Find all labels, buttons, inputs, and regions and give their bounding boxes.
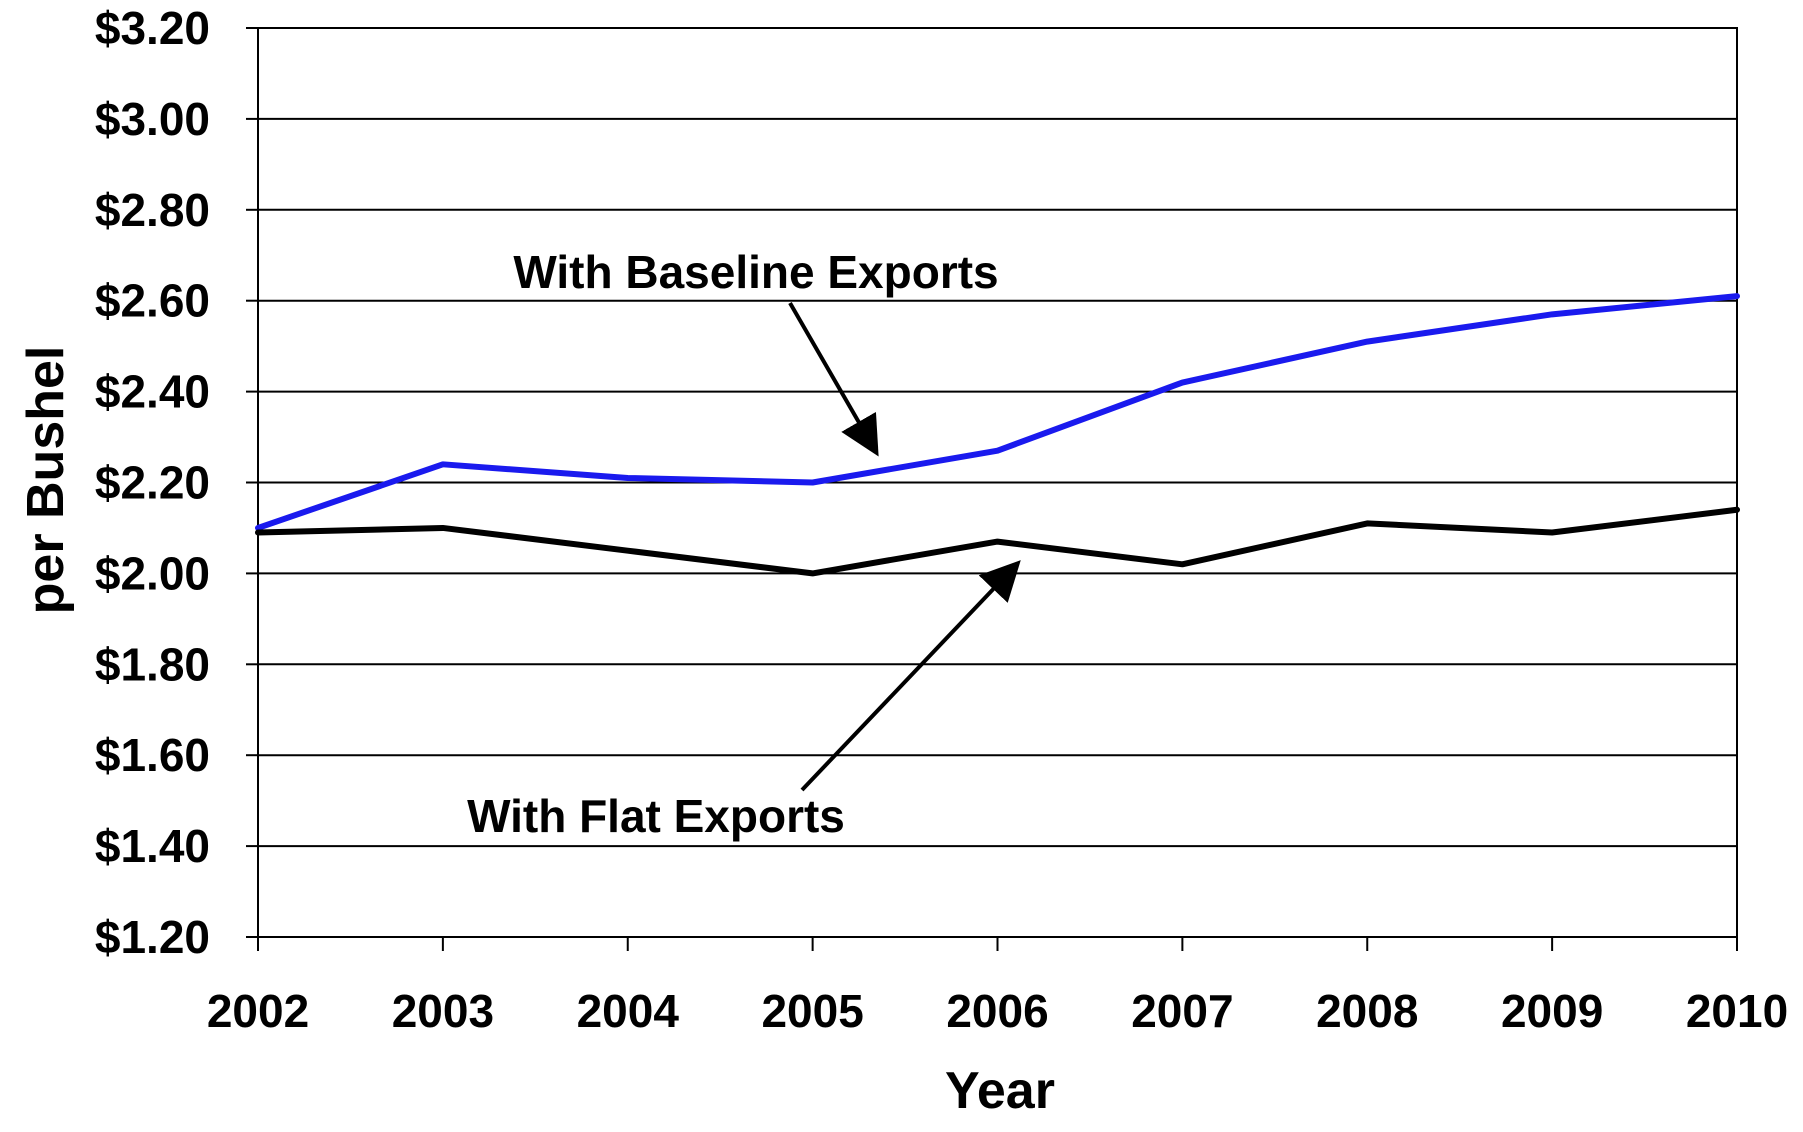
y-axis-title: per Bushel	[17, 346, 75, 615]
x-tick-label: 2007	[1131, 985, 1233, 1037]
y-tick-label: $2.80	[95, 184, 210, 236]
series-lines	[255, 293, 1740, 577]
x-tick-label: 2004	[577, 985, 680, 1037]
y-tick-label: $2.20	[95, 457, 210, 509]
y-tick-label: $2.60	[95, 275, 210, 327]
y-tick-label: $1.80	[95, 638, 210, 690]
y-axis-tick-labels: $1.20 $1.40 $1.60 $1.80 $2.00 $2.20 $2.40 $2.60…	[95, 2, 258, 963]
y-tick-label: $3.20	[95, 2, 210, 54]
x-tick-label: 2006	[946, 985, 1048, 1037]
x-tick-label: 2010	[1686, 985, 1788, 1037]
annotations: With Baseline Exports With Flat Exports	[467, 246, 1021, 842]
y-tick-label: $2.00	[95, 547, 210, 599]
series-line-flat-exports	[255, 506, 1740, 577]
annotation-arrow	[800, 560, 1021, 792]
series-line-baseline-exports	[255, 293, 1740, 531]
annotation-arrow	[788, 302, 879, 457]
x-tick-label: 2009	[1501, 985, 1603, 1037]
x-tick-label: 2003	[392, 985, 494, 1037]
y-tick-label: $1.20	[95, 911, 210, 963]
annotation-label: With Flat Exports	[467, 790, 845, 842]
x-axis-ticks: 2002 2003 2004 2005 2006 2007 2008 2009 2010	[207, 937, 1788, 1037]
y-tick-label: $1.60	[95, 729, 210, 781]
annotation-label: With Baseline Exports	[513, 246, 998, 298]
x-tick-label: 2008	[1316, 985, 1418, 1037]
x-tick-label: 2002	[207, 985, 309, 1037]
y-tick-label: $2.40	[95, 366, 210, 418]
y-tick-label: $1.40	[95, 820, 210, 872]
x-tick-label: 2005	[761, 985, 863, 1037]
y-tick-label: $3.00	[95, 93, 210, 145]
x-axis-title: Year	[945, 1062, 1055, 1120]
